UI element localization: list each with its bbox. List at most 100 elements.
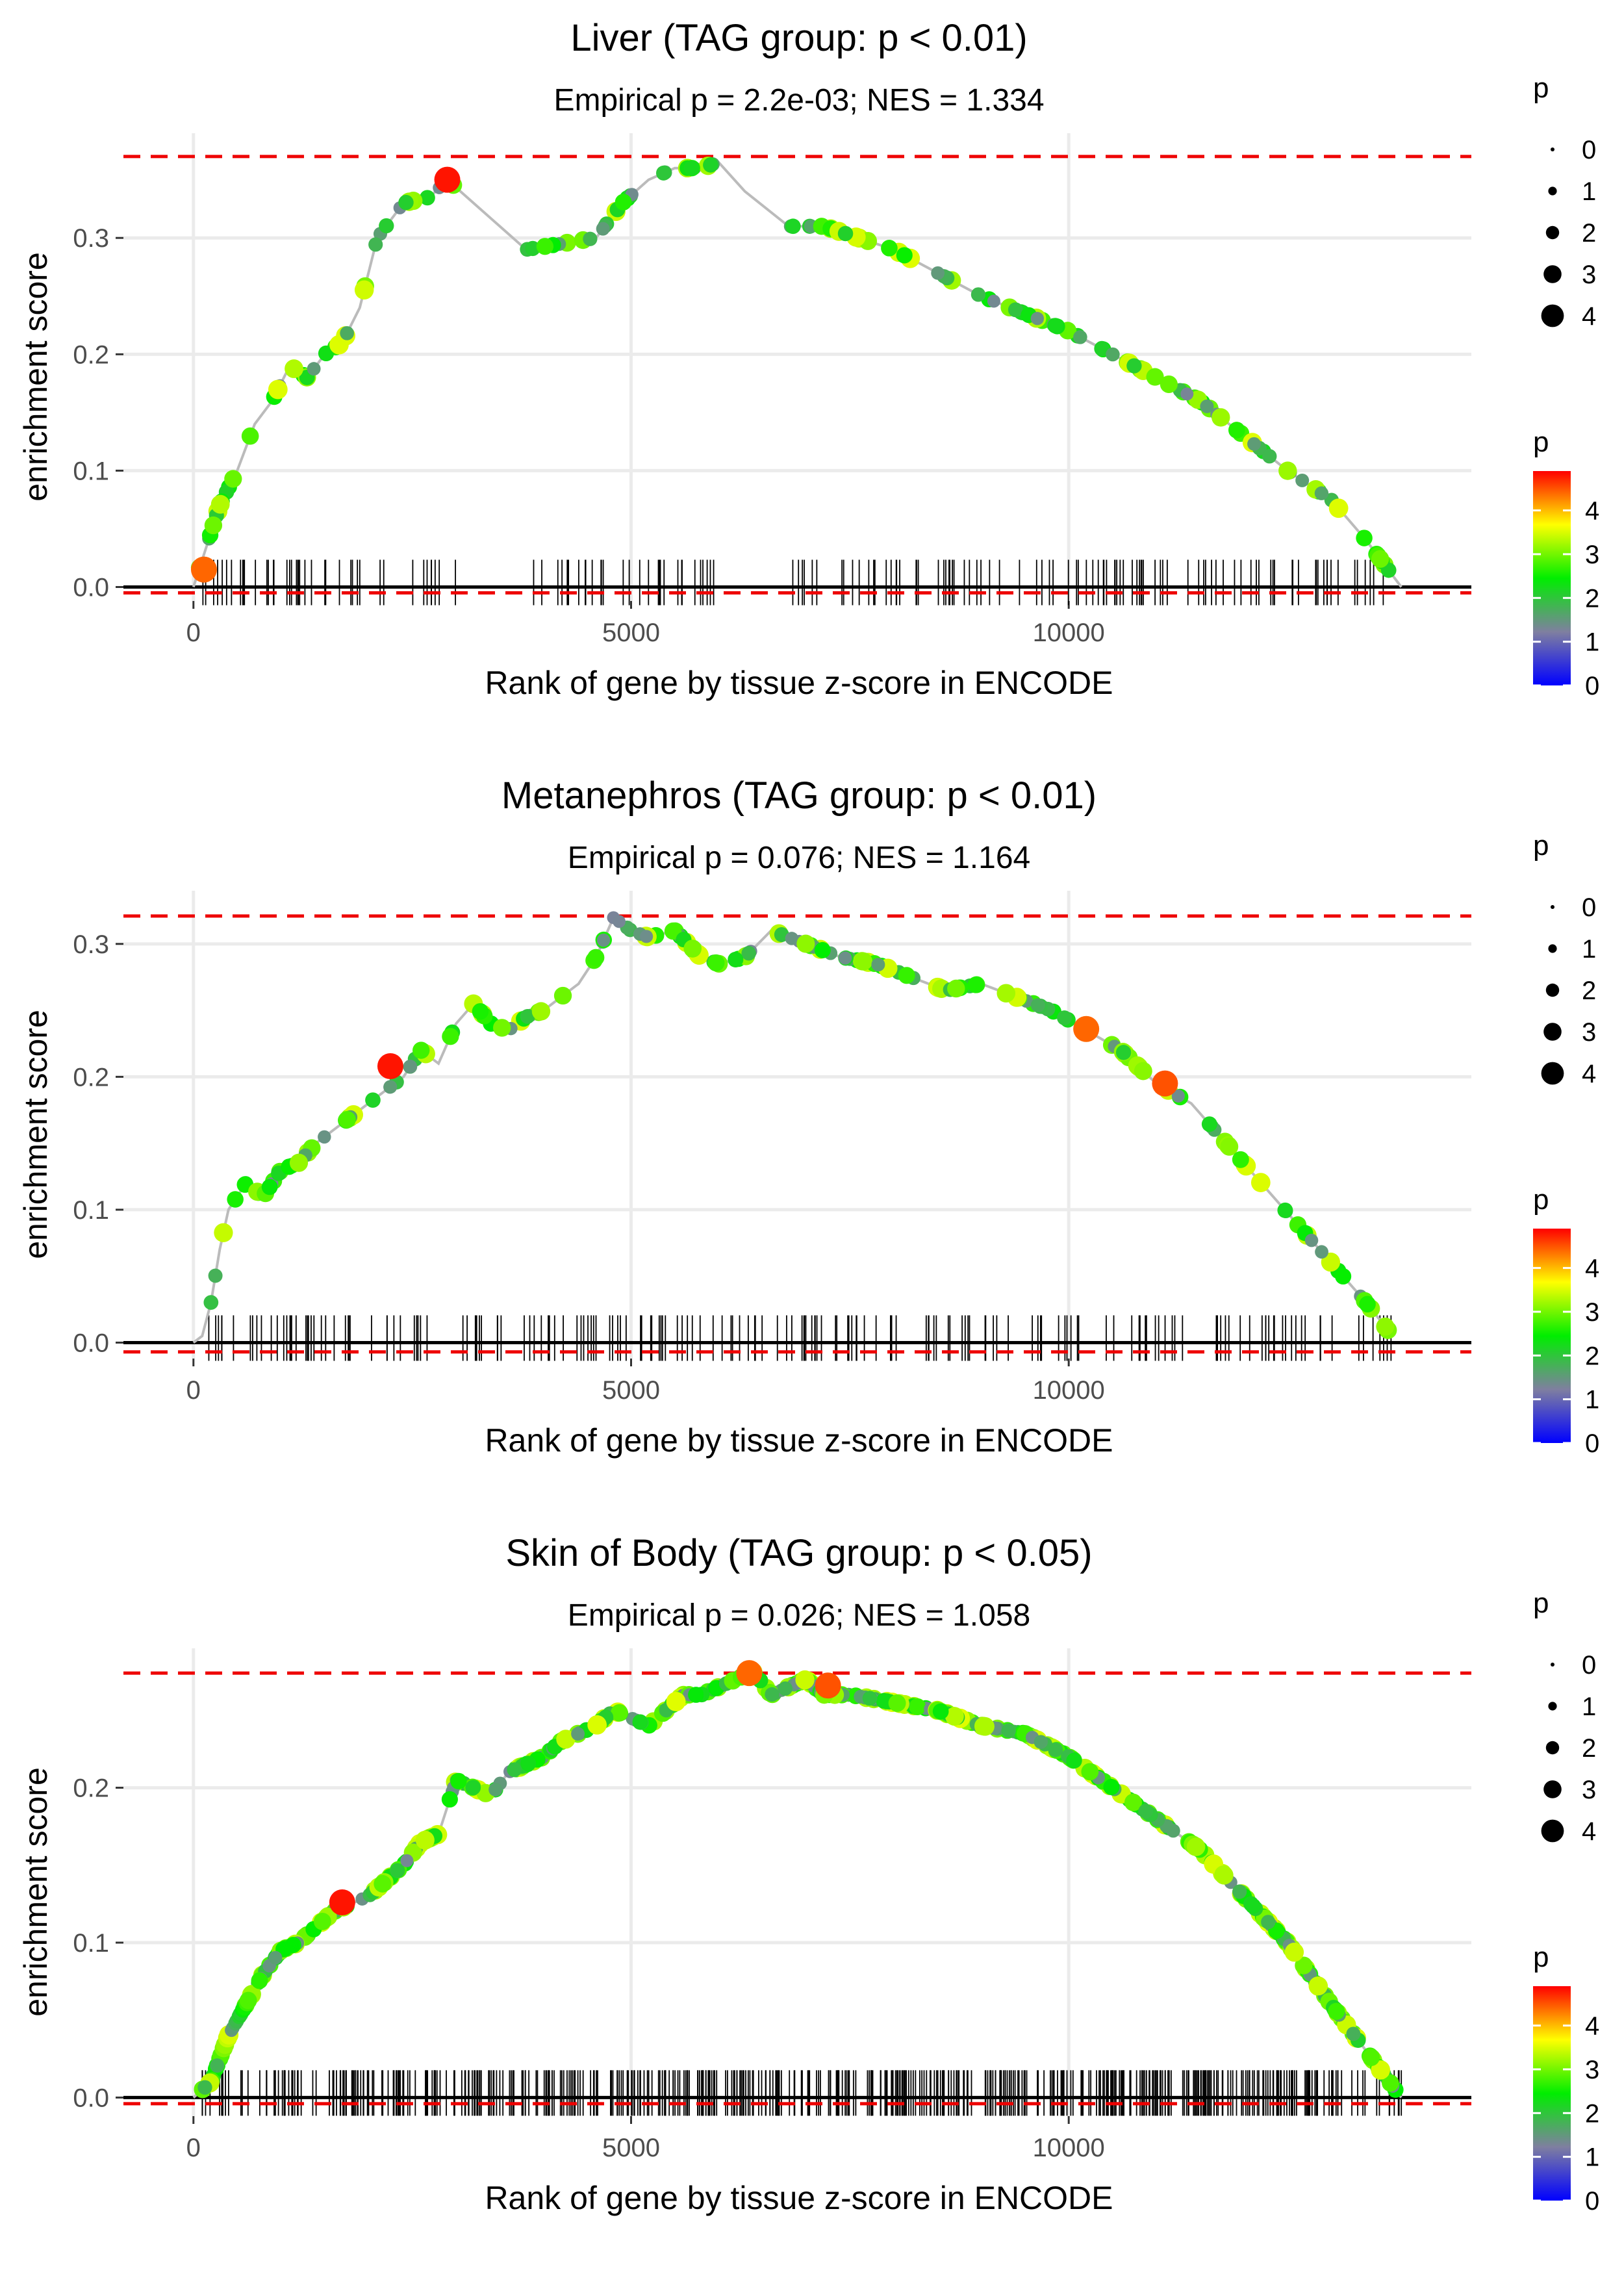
gene-point	[1262, 449, 1277, 464]
size-legend-dot	[1548, 1702, 1557, 1711]
color-legend: 4 3 2 1 0	[1533, 1229, 1599, 1458]
gene-point	[967, 976, 984, 993]
size-legend-dot	[1541, 304, 1564, 327]
gene-point	[778, 1681, 793, 1696]
gene-point	[1346, 2026, 1361, 2041]
gene-point	[374, 1874, 392, 1893]
gene-point	[1314, 486, 1329, 500]
color-legend-label: 0	[1585, 672, 1599, 700]
gene-point	[1321, 1252, 1341, 1272]
color-legend-label: 4	[1585, 497, 1599, 526]
highlight-point	[190, 556, 217, 583]
y-tick-label: 0.1	[73, 1929, 109, 1958]
gene-point	[214, 1223, 233, 1242]
gene-point	[795, 1670, 815, 1690]
color-legend-label: 1	[1585, 628, 1599, 657]
gene-point	[368, 237, 383, 252]
gene-point	[1228, 422, 1245, 439]
gene-point	[1138, 1804, 1153, 1819]
enrichment-chart-metanephros: 0 5000 10000 0.0 0.1 0.2 0.3 Metanephros (TAG …	[18, 774, 1599, 1459]
size-legend-label: 1	[1582, 1693, 1596, 1721]
gene-point	[1371, 550, 1389, 568]
gene-point	[285, 1937, 301, 1954]
x-tick-label: 0	[186, 619, 201, 647]
color-legend-title: p	[1533, 426, 1549, 458]
color-legend-label: 2	[1585, 2099, 1599, 2128]
chart-panel-liver: 0 5000 10000 0.0 0.1 0.2 0.3 Liver (TAG group:…	[0, 0, 1624, 758]
gene-point	[931, 266, 945, 280]
enrichment-chart-skin-of-body: 0 5000 10000 0.0 0.1 0.2 Skin of Body (TAG gr…	[18, 1532, 1599, 2216]
gene-point	[1308, 1976, 1328, 1996]
gene-point	[340, 326, 355, 340]
color-legend-label: 0	[1585, 2187, 1599, 2216]
gene-point	[1171, 1089, 1185, 1103]
gene-point	[707, 954, 725, 972]
size-legend-title: p	[1533, 830, 1549, 862]
highlight-point	[815, 1672, 841, 1699]
gene-point	[1057, 1010, 1072, 1026]
color-legend-label: 4	[1585, 2012, 1599, 2041]
size-legend-label: 4	[1582, 1060, 1596, 1088]
size-legend-label: 2	[1582, 1734, 1596, 1763]
gene-point	[1186, 1837, 1206, 1856]
gene-point	[1250, 1173, 1271, 1192]
gene-point	[488, 1782, 503, 1796]
size-legend-dot	[1545, 225, 1560, 240]
color-legend: 4 3 2 1 0	[1533, 471, 1599, 700]
size-legend-dot	[1543, 1023, 1562, 1041]
gene-point	[261, 1179, 278, 1195]
size-legend-dot	[1545, 983, 1560, 997]
gene-point	[896, 247, 913, 264]
color-legend-label: 2	[1585, 1342, 1599, 1370]
size-legend-dot	[1541, 1819, 1564, 1843]
gene-point	[655, 165, 671, 181]
y-tick-label: 0.3	[73, 224, 109, 253]
gene-point	[1048, 1742, 1063, 1757]
size-legend-title: p	[1533, 72, 1549, 104]
gene-point	[208, 1268, 223, 1283]
size-legend-label: 3	[1582, 1018, 1596, 1047]
chart-title: Skin of Body (TAG group: p < 0.05)	[505, 1532, 1092, 1574]
y-axis-label: enrichment score	[18, 252, 54, 502]
gene-point	[441, 1791, 458, 1808]
gene-point	[1180, 387, 1194, 401]
gene-point	[1081, 1763, 1099, 1781]
color-legend-label: 0	[1585, 1429, 1599, 1458]
gene-point	[520, 1756, 537, 1772]
gene-point	[525, 240, 540, 257]
x-tick-label: 10000	[1033, 1376, 1105, 1405]
gene-point	[639, 930, 653, 943]
y-tick-label: 0.0	[73, 574, 109, 602]
gene-point	[390, 1863, 405, 1878]
size-legend-label: 2	[1582, 219, 1596, 248]
gene-point	[596, 933, 611, 947]
gene-point	[241, 427, 259, 445]
gene-point	[996, 984, 1016, 1003]
gene-point	[442, 1028, 459, 1045]
chart-title: Metanephros (TAG group: p < 0.01)	[501, 774, 1097, 817]
chart-subtitle: Empirical p = 0.026; NES = 1.058	[568, 1598, 1030, 1633]
gene-point	[318, 345, 335, 362]
color-legend-title: p	[1533, 1184, 1549, 1216]
color-legend-label: 3	[1585, 1298, 1599, 1327]
chart-subtitle: Empirical p = 0.076; NES = 1.164	[568, 841, 1030, 875]
gene-point	[415, 1830, 435, 1850]
gene-point	[1261, 1915, 1276, 1930]
x-axis-label: Rank of gene by tissue z-score in ENCODE	[485, 2180, 1113, 2216]
gene-point	[971, 287, 986, 302]
x-tick-label: 0	[186, 1376, 201, 1405]
gene-point	[1328, 498, 1349, 518]
gene-point	[465, 1780, 481, 1796]
gene-point	[379, 218, 394, 234]
gene-point	[683, 160, 700, 176]
size-legend-label: 2	[1582, 977, 1596, 1005]
gene-point	[1245, 1898, 1262, 1914]
gene-point	[1126, 358, 1142, 374]
color-bar	[1533, 1986, 1571, 2201]
gene-point	[419, 190, 435, 206]
gene-point	[613, 915, 626, 928]
gene-point	[1047, 318, 1063, 334]
gene-point	[398, 194, 414, 211]
size-legend-dot	[1543, 265, 1562, 283]
size-legend-dot	[1545, 1741, 1560, 1755]
